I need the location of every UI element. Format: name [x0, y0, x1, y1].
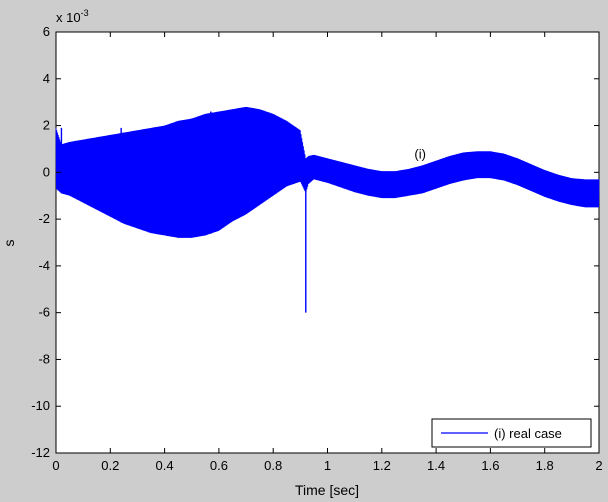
y-axis-label: s [1, 240, 17, 247]
x-tick-label: 1.6 [481, 458, 499, 473]
y-tick-label: -2 [38, 211, 50, 226]
series-annotation: (i) [414, 146, 426, 161]
y-tick-label: 2 [43, 118, 50, 133]
series-line-0 [55, 106, 600, 238]
x-tick-label: 2 [595, 458, 602, 473]
y-tick-label: -6 [38, 305, 50, 320]
x-tick-label: 1 [324, 458, 331, 473]
x-tick-label: 0.4 [156, 458, 174, 473]
x-axis-label: Time [sec] [295, 482, 359, 498]
x-tick-label: 1.2 [373, 458, 391, 473]
y-tick-label: -10 [31, 398, 50, 413]
x-tick-label: 0.6 [210, 458, 228, 473]
y-tick-label: -8 [38, 351, 50, 366]
y-tick-label: 4 [43, 71, 50, 86]
x-tick-label: 0.2 [101, 458, 119, 473]
legend: (i) real case [431, 418, 592, 448]
data-layer [55, 106, 600, 313]
legend-label: (i) real case [494, 426, 562, 441]
y-tick-label: 6 [43, 24, 50, 39]
x-tick-labels: 0 0.2 0.4 0.6 0.8 1 1.2 1.4 1.6 1.8 2 [52, 458, 602, 473]
x-tick-label: 0.8 [264, 458, 282, 473]
x-tick-label: 1.8 [536, 458, 554, 473]
tick-layer [55, 31, 600, 454]
y-tick-labels: -12 -10 -8 -6 -4 -2 0 2 4 6 [31, 24, 50, 460]
y-tick-label: -12 [31, 445, 50, 460]
y-exponent-label: x 10-3 [56, 8, 89, 25]
y-tick-label: 0 [43, 164, 50, 179]
y-tick-label: -4 [38, 258, 50, 273]
x-tick-label: 0 [52, 458, 59, 473]
axes-background [55, 31, 600, 454]
x-tick-label: 1.4 [427, 458, 445, 473]
